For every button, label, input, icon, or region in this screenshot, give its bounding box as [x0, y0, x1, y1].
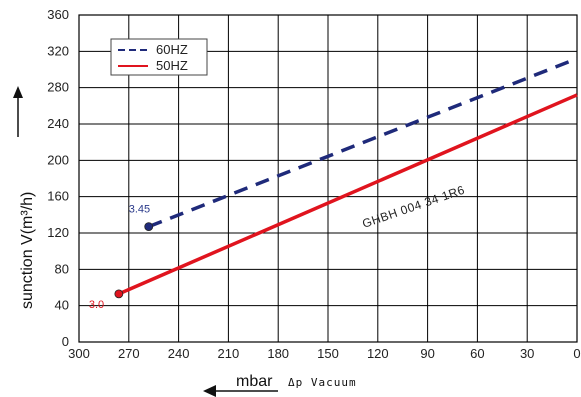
y-tick-label: 40	[55, 298, 69, 313]
x-tick-label: 240	[168, 346, 190, 361]
series-start-marker-50hz	[114, 289, 124, 299]
y-tick-label: 160	[47, 189, 69, 204]
x-tick-label: 30	[520, 346, 534, 361]
x-tick-label: 300	[68, 346, 90, 361]
x-axis-suffix: Δp Vacuum	[288, 376, 357, 389]
y-tick-label: 360	[47, 7, 69, 22]
x-tick-label: 0	[573, 346, 580, 361]
series-start-label-50hz: 3.0	[89, 299, 104, 311]
x-tick-label: 270	[118, 346, 140, 361]
x-tick-labels: 300 270 240 210 180 150 120 90 60 30 0	[68, 346, 580, 361]
y-axis-arrow-icon	[13, 86, 23, 98]
x-tick-label: 120	[367, 346, 389, 361]
x-tick-label: 60	[470, 346, 484, 361]
model-annotation: GHBH 004 34 1R6	[360, 183, 466, 231]
plot-frame	[78, 14, 578, 343]
y-tick-label: 80	[55, 261, 69, 276]
x-tick-label: 90	[420, 346, 434, 361]
y-tick-label: 320	[47, 43, 69, 58]
x-axis-title: mbar Δp Vacuum	[203, 373, 357, 397]
y-tick-label: 0	[62, 334, 69, 349]
series-line-60hz	[148, 56, 578, 229]
y-tick-labels: 0 40 80 120 160 200 240 280 320 360	[47, 7, 69, 349]
y-axis-label: sunction V(m³/h)	[19, 192, 36, 309]
series-lines: 3.45 3.0	[89, 56, 578, 311]
legend: 60HZ 50HZ	[110, 38, 208, 76]
y-axis-title: sunction V(m³/h)	[13, 86, 36, 309]
x-axis-arrow-icon	[203, 385, 216, 397]
x-tick-label: 150	[317, 346, 339, 361]
series-start-marker-60hz	[144, 222, 154, 232]
legend-box	[110, 38, 208, 76]
legend-label-60hz: 60HZ	[156, 42, 188, 57]
x-tick-label: 210	[218, 346, 240, 361]
legend-label-50hz: 50HZ	[156, 58, 188, 73]
series-start-label-60hz: 3.45	[129, 204, 150, 216]
x-tick-label: 180	[267, 346, 289, 361]
y-tick-label: 200	[47, 152, 69, 167]
y-tick-label: 120	[47, 225, 69, 240]
x-axis-label: mbar	[236, 373, 273, 390]
y-tick-label: 280	[47, 80, 69, 95]
series-line-50hz	[118, 93, 578, 296]
y-tick-label: 240	[47, 116, 69, 131]
